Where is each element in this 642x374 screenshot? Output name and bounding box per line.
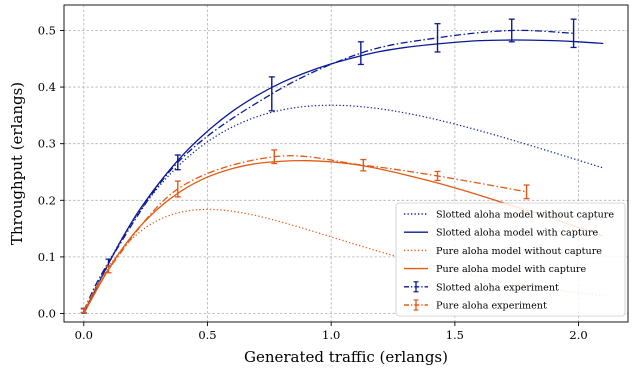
y-tick-label: 0.5 [38, 23, 56, 37]
series-pure-aloha-experiment [80, 149, 530, 314]
legend-entry: Slotted aloha experiment [404, 281, 559, 293]
legend-entry: Pure aloha model with capture [404, 264, 586, 275]
y-tick-label: 0.3 [38, 137, 56, 151]
series-slotted-aloha-model-with-capture [83, 39, 604, 314]
legend-entry: Slotted aloha model with capture [404, 228, 599, 239]
y-tick-label: 0.0 [38, 307, 56, 321]
x-tick-label: 0.0 [75, 328, 93, 342]
legend: Slotted aloha model without capture Slott… [395, 202, 626, 317]
x-tick-label: 0.5 [198, 328, 216, 342]
legend-label: Slotted aloha model with capture [436, 228, 599, 239]
plot-frame [63, 4, 629, 323]
x-tick-label: 2.0 [569, 328, 587, 342]
legend-entry: Pure aloha model without capture [404, 246, 602, 257]
series-slotted-aloha-model-without-capture [83, 104, 604, 314]
y-tick-label: 0.2 [38, 193, 56, 207]
x-tick-label: 1.5 [446, 328, 464, 342]
series-line [83, 104, 604, 314]
legend-box [395, 202, 626, 317]
legend-label: Pure aloha experiment [436, 301, 547, 312]
x-axis-label: Generated traffic (erlangs) [244, 348, 448, 366]
legend-entry: Slotted aloha model without capture [404, 210, 614, 221]
y-axis-label: Throughput (erlangs) [8, 82, 26, 245]
legend-label: Pure aloha model with capture [436, 264, 586, 275]
legend-label: Pure aloha model without capture [436, 246, 602, 257]
axes: 0.0 0.5 1.0 1.5 2.0 0.0 0.1 0.2 0.3 0.4 0.5 [38, 4, 629, 342]
legend-label: Slotted aloha experiment [436, 282, 559, 293]
legend-entry: Pure aloha experiment [404, 299, 547, 312]
series-line [83, 39, 604, 314]
series-layer [80, 18, 604, 314]
y-tick-label: 0.1 [38, 250, 56, 264]
x-tick-label: 1.0 [322, 328, 340, 342]
y-tick-label: 0.4 [38, 80, 56, 94]
legend-label: Slotted aloha model without capture [436, 210, 614, 221]
